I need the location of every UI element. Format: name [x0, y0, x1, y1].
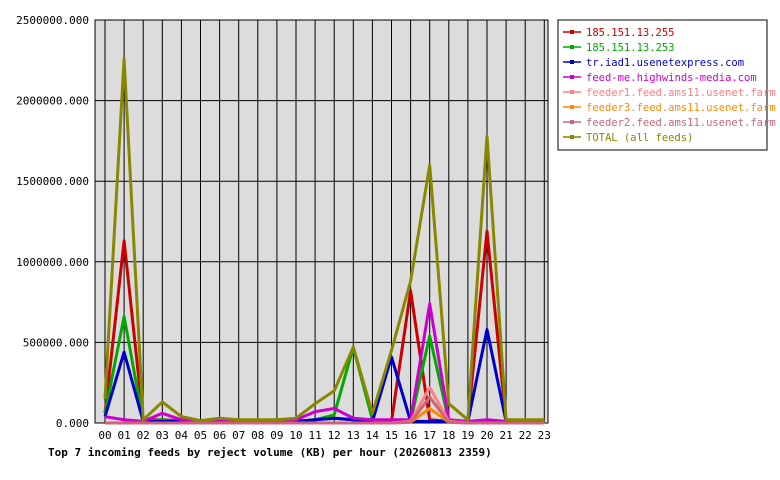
legend-marker — [570, 120, 574, 124]
legend-marker — [570, 30, 574, 34]
x-tick-label: 04 — [175, 429, 189, 442]
y-tick-label: 2000000.000 — [16, 95, 89, 108]
legend: 185.151.13.255 185.151.13.253 tr.iad1.usen… — [557, 19, 776, 151]
legend-marker — [570, 60, 574, 64]
series-line — [105, 395, 545, 425]
y-tick-label: 1000000.000 — [16, 256, 89, 269]
legend-label: feeder1.feed.ams11.usenet.farm — [586, 87, 776, 99]
legend-label: 185.151.13.253 — [586, 42, 675, 54]
y-tick-label: 0.000 — [56, 417, 89, 430]
x-tick-label: 02 — [137, 429, 150, 442]
x-tick-label: 18 — [442, 429, 455, 442]
x-tick-label: 13 — [347, 429, 360, 442]
x-tick-label: 23 — [538, 429, 551, 442]
x-tick-label: 03 — [156, 429, 169, 442]
chart-caption: Top 7 incoming feeds by reject volume (K… — [48, 446, 492, 459]
x-axis-ticks: 00 01 02 03 04 05 06 07 08 09 10 11 12 13 14 15 16 17 18 19… — [98, 429, 551, 442]
legend-label: tr.iad1.usenetexpress.com — [586, 57, 744, 69]
y-tick-label: 1500000.000 — [16, 175, 89, 188]
x-tick-label: 08 — [251, 429, 264, 442]
series-line — [103, 328, 545, 424]
legend-label: TOTAL (all feeds) — [586, 132, 693, 144]
x-tick-label: 12 — [328, 429, 341, 442]
x-tick-label: 14 — [366, 429, 380, 442]
x-tick-label: 07 — [232, 429, 245, 442]
legend-marker — [570, 45, 574, 49]
x-tick-label: 15 — [385, 429, 398, 442]
x-tick-label: 09 — [270, 429, 283, 442]
x-tick-label: 19 — [461, 429, 474, 442]
legend-label: feed-me.highwinds-media.com — [586, 72, 757, 84]
x-tick-label: 00 — [98, 429, 111, 442]
legend-box — [557, 19, 768, 151]
x-tick-label: 06 — [213, 429, 226, 442]
series-line — [103, 57, 545, 423]
legend-label: feeder3.feed.ams11.usenet.farm — [586, 102, 776, 114]
legend-label: 185.151.13.255 — [586, 27, 675, 39]
legend-marker — [570, 105, 574, 109]
y-tick-label: 500000.000 — [23, 336, 89, 349]
x-tick-label: 22 — [519, 429, 532, 442]
x-tick-label: 11 — [308, 429, 321, 442]
x-tick-label: 21 — [499, 429, 512, 442]
series-lines — [103, 57, 545, 425]
legend-marker — [570, 135, 574, 139]
y-tick-label: 2500000.000 — [16, 14, 89, 27]
x-tick-label: 05 — [194, 429, 207, 442]
x-tick-label: 17 — [423, 429, 436, 442]
x-tick-label: 10 — [289, 429, 302, 442]
y-axis-ticks: 0.000 500000.000 1000000.000 1500000.000 200… — [16, 14, 89, 430]
x-tick-label: 16 — [404, 429, 417, 442]
legend-marker — [570, 75, 574, 79]
x-tick-label: 20 — [480, 429, 493, 442]
x-tick-label: 01 — [117, 429, 130, 442]
legend-label: feeder2.feed.ams11.usenet.farm — [586, 117, 776, 129]
legend-marker — [570, 90, 574, 94]
series-line — [104, 302, 545, 423]
